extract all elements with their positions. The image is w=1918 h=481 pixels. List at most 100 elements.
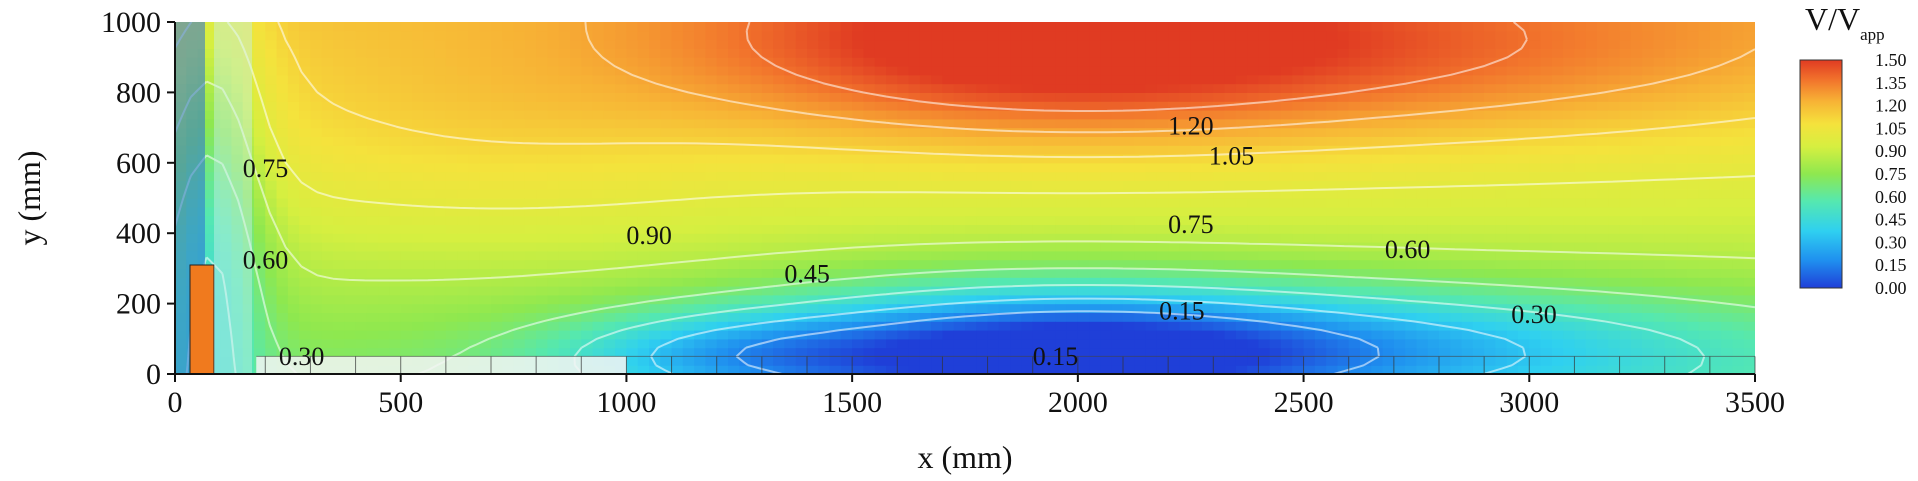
- field-cell: [761, 110, 774, 120]
- field-cell: [333, 145, 345, 155]
- field-cell: [1427, 22, 1440, 32]
- field-cell: [242, 356, 255, 366]
- field-cell: [1574, 154, 1587, 164]
- field-cell: [705, 330, 718, 340]
- field-cell: [1337, 277, 1350, 287]
- field-cell: [1382, 154, 1395, 164]
- field-cell: [558, 233, 571, 243]
- field-cell: [716, 92, 729, 102]
- field-cell: [1269, 330, 1282, 340]
- field-cell: [389, 74, 402, 85]
- field-cell: [1450, 154, 1463, 164]
- field-cell: [423, 162, 436, 173]
- field-cell: [965, 22, 977, 32]
- field-cell: [1134, 242, 1147, 252]
- field-cell: [208, 330, 221, 340]
- field-cell: [615, 118, 628, 129]
- field-cell: [355, 189, 368, 199]
- field-cell: [1495, 338, 1508, 349]
- field-cell: [242, 101, 255, 111]
- field-cell: [660, 30, 673, 41]
- field-cell: [1405, 312, 1418, 322]
- field-cell: [1292, 92, 1305, 102]
- field-cell: [479, 215, 492, 225]
- field-cell: [1484, 338, 1497, 349]
- field-cell: [1484, 259, 1497, 269]
- field-cell: [513, 259, 526, 269]
- field-cell: [445, 74, 458, 85]
- field-cell: [536, 303, 549, 313]
- field-cell: [581, 66, 594, 76]
- field-cell: [965, 365, 977, 374]
- field-cell: [220, 180, 233, 190]
- field-cell: [558, 198, 571, 208]
- field-cell: [1010, 22, 1023, 32]
- field-cell: [1066, 321, 1079, 331]
- field-cell: [400, 198, 413, 208]
- field-cell: [299, 338, 312, 349]
- field-cell: [423, 101, 436, 111]
- field-cell: [468, 39, 481, 49]
- field-cell: [795, 171, 808, 181]
- field-cell: [310, 127, 323, 137]
- field-cell: [355, 145, 368, 155]
- field-cell: [908, 242, 921, 252]
- field-cell: [615, 30, 628, 41]
- field-cell: [1551, 22, 1564, 32]
- field-cell: [1145, 39, 1158, 49]
- field-cell: [1077, 233, 1090, 243]
- field-cell: [615, 259, 628, 269]
- field-cell: [919, 22, 932, 32]
- field-cell: [1348, 206, 1361, 217]
- field-cell: [1540, 180, 1553, 190]
- field-cell: [705, 180, 718, 190]
- field-cell: [897, 39, 910, 49]
- field-cell: [931, 277, 944, 287]
- field-cell: [1472, 145, 1485, 155]
- field-cell: [254, 22, 266, 32]
- field-cell: [739, 101, 752, 111]
- field-cell: [570, 30, 582, 41]
- field-cell: [1032, 277, 1045, 287]
- field-cell: [1303, 30, 1316, 41]
- field-cell: [807, 268, 819, 278]
- field-cell: [355, 215, 368, 225]
- field-cell: [931, 39, 944, 49]
- field-cell: [208, 101, 221, 111]
- field-cell: [333, 294, 345, 305]
- field-cell: [1461, 242, 1474, 252]
- field-cell: [1382, 74, 1395, 85]
- field-cell: [1337, 118, 1350, 129]
- field-cell: [1393, 57, 1406, 67]
- field-cell: [908, 312, 921, 322]
- field-cell: [1134, 101, 1147, 111]
- field-cell: [626, 145, 639, 155]
- field-cell: [705, 198, 718, 208]
- field-cell: [1224, 48, 1237, 58]
- field-cell: [1281, 66, 1293, 76]
- field-cell: [829, 101, 842, 111]
- field-cell: [1371, 180, 1384, 190]
- field-cell: [423, 180, 436, 190]
- field-cell: [1495, 224, 1508, 234]
- field-cell: [931, 233, 944, 243]
- field-cell: [1427, 321, 1440, 331]
- field-cell: [852, 127, 865, 137]
- field-cell: [412, 101, 424, 111]
- field-cell: [513, 198, 526, 208]
- field-cell: [310, 66, 323, 76]
- field-cell: [807, 215, 819, 225]
- field-cell: [998, 162, 1011, 173]
- field-cell: [1032, 48, 1045, 58]
- field-cell: [1066, 206, 1079, 217]
- field-cell: [773, 224, 786, 234]
- field-cell: [671, 74, 684, 85]
- field-cell: [1337, 48, 1350, 58]
- field-cell: [908, 250, 921, 261]
- field-cell: [637, 22, 650, 32]
- field-cell: [1077, 66, 1090, 76]
- field-cell: [1416, 224, 1429, 234]
- field-cell: [603, 30, 616, 41]
- field-cell: [987, 118, 1000, 129]
- field-cell: [445, 180, 458, 190]
